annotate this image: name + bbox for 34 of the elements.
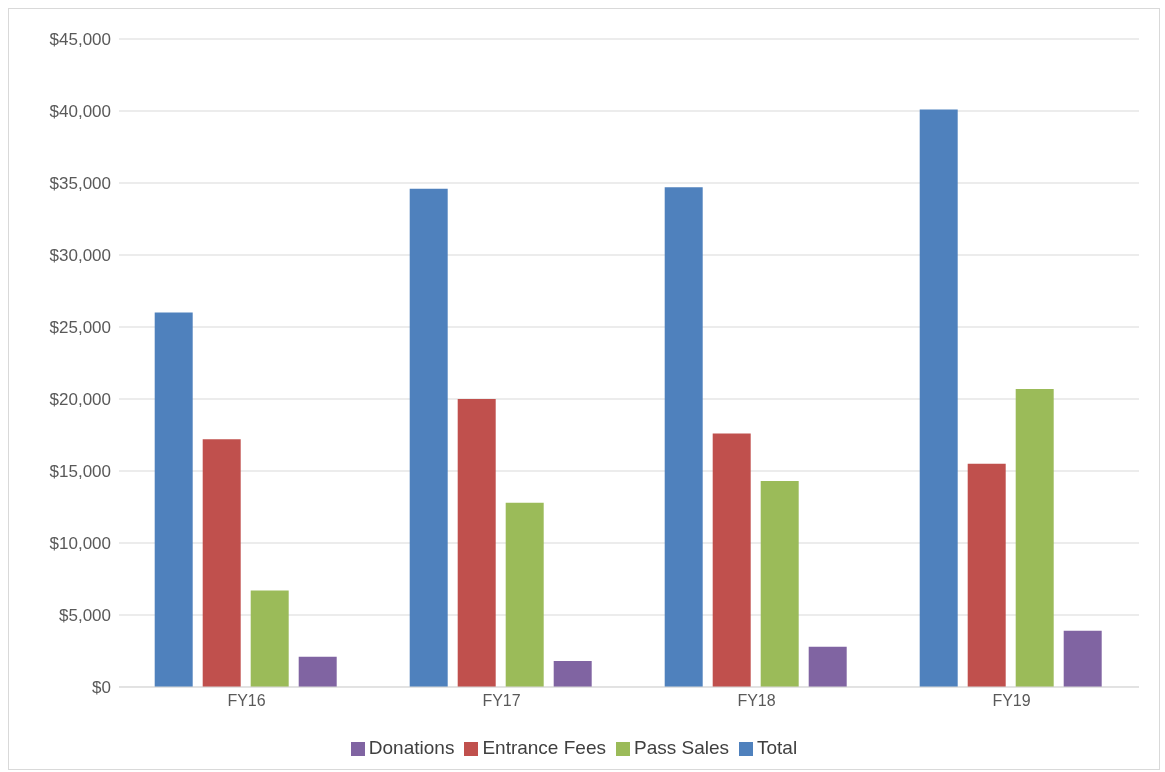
y-tick-label: $10,000 (49, 534, 111, 554)
legend-label: Pass Sales (633, 737, 730, 758)
bar (409, 188, 448, 687)
y-tick-label: $20,000 (49, 390, 111, 410)
legend-label: Donations (368, 737, 455, 758)
y-tick-label: $15,000 (49, 462, 111, 482)
bar (553, 661, 592, 687)
x-tick-label: FY16 (227, 692, 266, 710)
bar (154, 312, 193, 687)
bar (1015, 388, 1054, 687)
bar (967, 463, 1006, 687)
bar (808, 646, 847, 687)
bar (505, 502, 544, 687)
legend-label: Total (757, 737, 798, 758)
y-tick-label: $40,000 (49, 102, 111, 122)
y-tick-label: $35,000 (49, 174, 111, 194)
x-tick-label: FY19 (992, 692, 1031, 710)
x-tick-label: FY17 (482, 692, 521, 710)
legend-label: Entrance Fees (482, 737, 606, 758)
bar (298, 656, 337, 687)
y-tick-label: $45,000 (49, 30, 111, 50)
bar (457, 399, 496, 687)
bar (1063, 630, 1102, 687)
bar (712, 433, 751, 687)
bar (919, 109, 958, 687)
bar (250, 590, 289, 687)
bar (664, 187, 703, 687)
bar (760, 481, 799, 687)
y-tick-label: $25,000 (49, 318, 111, 338)
y-tick-label: $30,000 (49, 246, 111, 266)
x-tick-label: FY18 (737, 692, 776, 710)
y-tick-label: $0 (92, 678, 111, 698)
bar (202, 439, 241, 687)
y-tick-label: $5,000 (59, 606, 111, 626)
